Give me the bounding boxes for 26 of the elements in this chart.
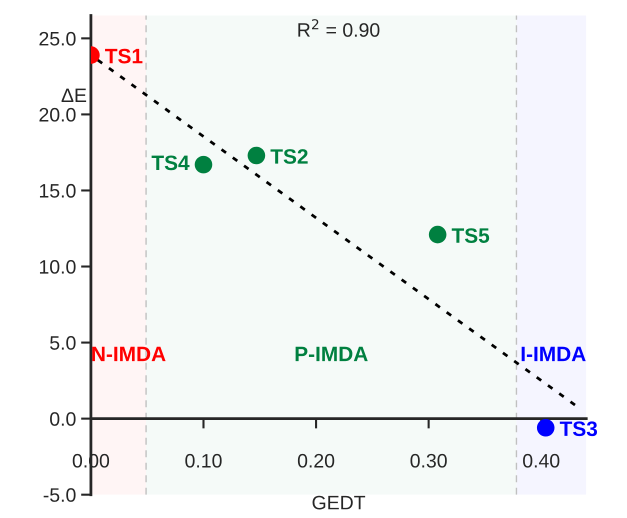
y-tick-label: 20.0: [39, 108, 76, 122]
y-tick-label: 15.0: [40, 184, 76, 198]
band-label: P-IMDA: [296, 346, 368, 362]
y-tick-label: 0.0: [50, 412, 76, 426]
series-label: TS2: [270, 149, 308, 164]
x-tick-label: 0.10: [185, 454, 222, 468]
series-label: TS3: [560, 421, 598, 436]
series-label: TS4: [152, 155, 190, 170]
x-tick-label: 0.40: [523, 454, 560, 468]
band-label: I-IMDA: [522, 346, 586, 362]
band-label: N-IMDA: [92, 346, 166, 362]
y-tick-label: 5.0: [50, 336, 76, 350]
series-label: TS1: [105, 48, 142, 64]
y-tick-label: 25.0: [39, 32, 76, 46]
y-axis-title: ΔE: [62, 88, 86, 102]
x-tick-label: 0.30: [410, 454, 447, 468]
series-label: TS5: [452, 228, 490, 243]
point: [536, 418, 554, 437]
point: [428, 226, 446, 244]
y-tick-label: 10.0: [40, 260, 76, 274]
x-tick-label: 0.20: [298, 454, 334, 468]
point: [248, 146, 266, 164]
x-axis-title: GEDT: [312, 496, 366, 510]
y-tick-label: -5.0: [44, 488, 76, 502]
annotation: R$^{2}$ = 0.90: [298, 19, 380, 37]
point: [194, 156, 212, 174]
